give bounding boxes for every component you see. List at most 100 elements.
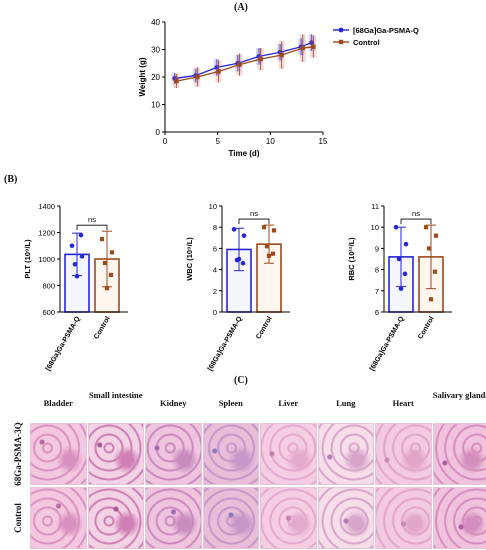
y-tick-label: 1400 [38, 202, 55, 211]
y-tick-label: 30 [151, 46, 160, 55]
histology-image [432, 423, 486, 485]
data-point [72, 262, 78, 267]
histology-image [317, 487, 374, 549]
data-point [423, 225, 429, 230]
data-point [237, 62, 242, 67]
histology-column-label: Liver [278, 398, 299, 408]
y-tick-label: 8 [213, 223, 217, 232]
data-point [99, 237, 105, 242]
y-axis-label: PLT (10⁹/L) [23, 239, 32, 279]
weight-line-chart: 0 10 20 30 40 0 5 10 15 Time (d) Weight (g) [68Ga]G… [138, 18, 419, 158]
histology-image [260, 487, 317, 549]
data-point [311, 44, 316, 49]
y-axis-label: WBC (10⁹/L) [185, 237, 194, 281]
data-point [270, 251, 276, 256]
histology-image [260, 423, 317, 485]
data-point [236, 256, 242, 262]
y-tick-label: 2 [213, 287, 217, 296]
x-category-label: [68Ga]Ga-PSMA-Q [45, 315, 82, 372]
significance-bracket [76, 224, 108, 231]
y-tick-label: 10 [371, 223, 379, 232]
histology-column-label: Small intestine [88, 390, 143, 400]
histology-grid: Bladder Small intestine Kidney Spleen Liver L… [8, 390, 486, 549]
row-label-control: Control [13, 502, 23, 533]
data-point [426, 246, 432, 251]
wbc-bar-chart: 0 2 4 6 8 10 WBC (10⁹/L) ns [68Ga]Ga-PSMA-Q Contr… [185, 202, 290, 372]
histology-image [30, 423, 87, 485]
data-point [108, 272, 114, 277]
data-point [264, 244, 270, 249]
y-tick-label: 0 [156, 128, 161, 137]
x-tick-label: 15 [319, 137, 328, 146]
y-tick-label: 10 [209, 202, 217, 211]
y-tick-label: 8 [375, 266, 379, 275]
data-point [393, 224, 399, 230]
data-point [241, 233, 247, 238]
histology-image [375, 423, 432, 485]
y-tick-label: 6 [375, 308, 379, 317]
data-point [428, 297, 434, 302]
data-point [402, 271, 408, 277]
data-point [102, 260, 108, 266]
histology-column-label: Heart [392, 398, 414, 408]
rbc-bar-chart: 6 7 8 9 10 11 RBC (10¹²/L) ns [68Ga]Ga-PSMA-Q Con… [347, 202, 452, 372]
data-point [309, 40, 315, 46]
histology-column-label: Kidney [160, 398, 187, 408]
data-point [398, 286, 404, 291]
data-point [261, 225, 267, 230]
significance-label: ns [88, 215, 96, 224]
legend-marker [338, 39, 344, 45]
significance-label: ns [412, 209, 420, 218]
histology-image [317, 423, 374, 485]
data-point [74, 273, 80, 279]
x-category-label: Control [417, 315, 436, 340]
data-point [396, 256, 402, 262]
significance-bracket [400, 218, 432, 225]
data-point [78, 232, 84, 238]
y-tick-label: 40 [151, 18, 160, 27]
data-point [271, 228, 277, 233]
row-label-treatment: 68Ga-PSMA-3Q [13, 422, 23, 486]
data-point [104, 286, 110, 291]
data-point [266, 253, 272, 258]
y-tick-label: 1200 [38, 229, 55, 238]
data-point [174, 78, 179, 84]
data-point [258, 56, 263, 62]
histology-image [30, 487, 87, 549]
legend-label: [68Ga]Ga-PSMA-Q [353, 26, 419, 35]
x-tick-label: 10 [266, 137, 275, 146]
y-tick-label: 800 [42, 282, 55, 291]
series-line [174, 41, 312, 80]
data-point [69, 243, 75, 249]
series-line [176, 46, 314, 82]
data-point [240, 260, 246, 266]
histology-column-label: Bladder [43, 398, 73, 408]
data-point [195, 74, 200, 80]
x-category-label: Control [93, 315, 112, 340]
plt-bar-chart: 600 800 1000 1200 1400 PLT (10⁹/L) ns [68Ga]Ga-… [23, 202, 128, 372]
data-point [432, 269, 438, 274]
panel-label-c: (C) [234, 375, 248, 386]
y-tick-label: 7 [375, 287, 379, 296]
histology-image [87, 487, 144, 549]
y-axis-label: Weight (g) [138, 57, 147, 96]
histology-image [145, 423, 202, 485]
y-tick-label: 10 [151, 101, 160, 110]
y-tick-label: 600 [42, 308, 55, 317]
histology-image [375, 487, 432, 549]
x-category-label: [68Ga]Ga-PSMA-Q [369, 315, 406, 372]
data-point [433, 233, 439, 238]
histology-column-label: Spleen [218, 398, 243, 408]
data-point [279, 52, 284, 58]
histology-column-label: Salivary glands [432, 390, 486, 400]
legend-marker [338, 27, 344, 33]
histology-image [202, 487, 259, 549]
y-tick-label: 4 [213, 266, 217, 275]
x-tick-label: 5 [215, 137, 220, 146]
histology-image [87, 423, 144, 485]
histology-image [145, 487, 202, 549]
data-point [403, 241, 409, 247]
data-point [109, 250, 115, 255]
x-category-label: Control [255, 315, 274, 340]
x-axis-label: Time (d) [229, 149, 260, 158]
